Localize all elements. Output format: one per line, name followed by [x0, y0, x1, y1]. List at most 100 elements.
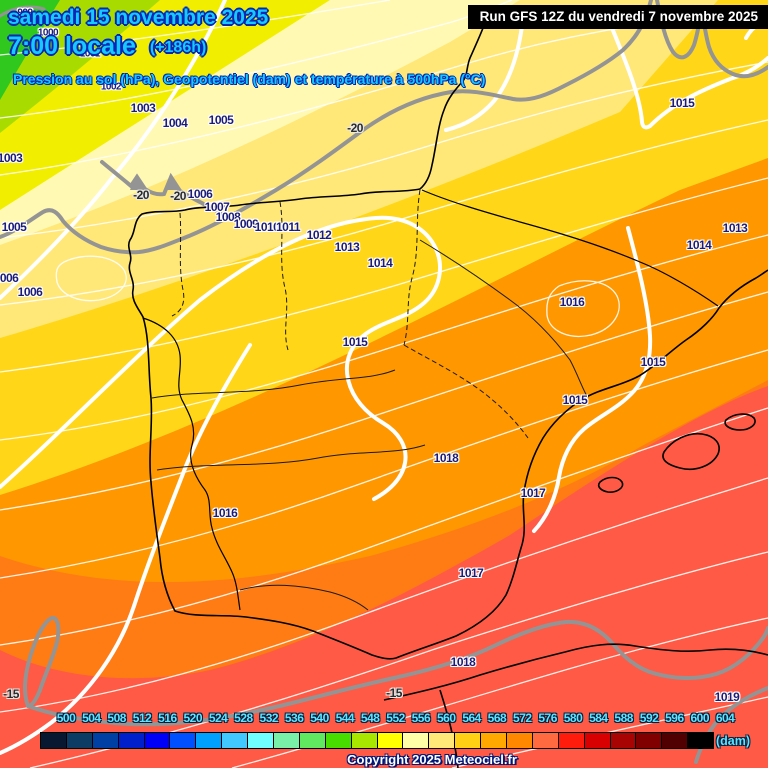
colorbar-scale-value: 536 — [284, 711, 304, 725]
colorbar-scale-value: 600 — [690, 711, 710, 725]
colorbar-scale-value: 568 — [487, 711, 507, 725]
geopotential-colorbar — [40, 732, 714, 749]
pressure-label: 1000 — [37, 27, 59, 39]
colorbar-cell — [481, 733, 508, 748]
colorbar-scale-value: 584 — [589, 711, 608, 725]
colorbar-scale-value: 572 — [513, 711, 532, 725]
colorbar-scale-value: 560 — [436, 711, 456, 725]
colorbar-cell — [688, 733, 714, 748]
colorbar-scale-value: 564 — [462, 711, 481, 725]
pressure-label: 1019 — [714, 690, 740, 704]
pressure-label: 1017 — [458, 566, 484, 580]
colorbar-scale-value: 524 — [208, 711, 228, 725]
pressure-label: 1003 — [130, 101, 156, 115]
pressure-label: 1016 — [212, 506, 238, 520]
temperature-label: -20 — [170, 189, 186, 203]
colorbar-cell — [636, 733, 663, 748]
temperature-label: -20 — [347, 121, 363, 135]
copyright-text: Copyright 2025 Meteociel.fr — [347, 752, 517, 767]
region-borders — [171, 189, 529, 439]
colorbar-cell — [351, 733, 378, 748]
colorbar-scale-value: 512 — [132, 711, 152, 725]
colorbar-cell — [41, 733, 67, 748]
colorbar-cell — [325, 733, 352, 748]
colorbar-scale-value: 520 — [183, 711, 203, 725]
pressure-label: 1011 — [275, 220, 301, 234]
temperature-label: -15 — [3, 687, 19, 701]
colorbar-cell — [248, 733, 275, 748]
pressure-label: 1001 — [79, 48, 101, 60]
pressure-label: 1007 — [204, 200, 230, 214]
pressure-label: 999 — [17, 7, 33, 19]
colorbar-cell — [299, 733, 326, 748]
rivers — [151, 239, 589, 611]
forecast-offset-badge: (+186h) — [149, 39, 207, 56]
colorbar-scale-value: 540 — [310, 711, 329, 725]
colorbar-scale-value: 548 — [360, 711, 380, 725]
colorbar-cell — [92, 733, 119, 748]
pressure-label: 1012 — [306, 228, 332, 242]
map-header: samedi 15 novembre 2025 7:00 locale (+186… — [8, 6, 268, 61]
coastlines — [127, 7, 768, 768]
pressure-label: 1015 — [640, 355, 666, 369]
pressure-label: 1008 — [215, 210, 241, 224]
colorbar-scale-value: 516 — [158, 711, 177, 725]
temperature-label: -20 — [133, 188, 149, 202]
temperature-label: -15 — [386, 686, 402, 700]
run-info-banner: Run GFS 12Z du vendredi 7 novembre 2025 — [467, 5, 768, 29]
pressure-label: 1006 — [187, 187, 213, 201]
colorbar-cell — [118, 733, 145, 748]
pressure-label: 1005 — [1, 220, 27, 234]
pressure-label: 1015 — [669, 96, 695, 110]
colorbar-scale-value: 528 — [234, 711, 253, 725]
colorbar-cell — [429, 733, 456, 748]
pressure-label: 1002 — [100, 81, 122, 93]
colorbar-scale-value: 552 — [386, 711, 405, 725]
pressure-label: 1013 — [334, 240, 360, 254]
colorbar-cell — [274, 733, 300, 748]
pressure-label: 1005 — [208, 113, 234, 127]
colorbar-scale-value: 580 — [563, 711, 583, 725]
colorbar-cell — [532, 733, 559, 748]
colorbar-cell — [558, 733, 585, 748]
colorbar-cell — [610, 733, 637, 748]
colorbar-cell — [662, 733, 689, 748]
valid-time: 7:00 locale (+186h) — [8, 32, 207, 60]
pressure-label: 1014 — [367, 256, 393, 270]
colorbar-scale-value: 604 — [715, 711, 735, 725]
valid-date: samedi 15 novembre 2025 — [8, 6, 269, 29]
colorbar-scale-value: 500 — [56, 711, 76, 725]
colorbar-cell — [507, 733, 533, 748]
colorbar-scale-value: 508 — [107, 711, 126, 725]
colorbar-cell — [222, 733, 249, 748]
pressure-label: 1004 — [162, 116, 188, 130]
colorbar-cell — [144, 733, 171, 748]
colorbar-scale-value: 576 — [538, 711, 557, 725]
colorbar-cell — [377, 733, 404, 748]
colorbar-scale-value: 532 — [259, 711, 279, 725]
colorbar-scale-value: 588 — [614, 711, 633, 725]
colorbar-cell — [455, 733, 482, 748]
pressure-label: 1018 — [433, 451, 459, 465]
colorbar-scale-value: 504 — [82, 711, 101, 725]
pressure-label: 1015 — [562, 393, 588, 407]
pressure-label: 1017 — [520, 486, 546, 500]
colorbar-cell — [403, 733, 430, 748]
pressure-label: 1013 — [722, 221, 748, 235]
colorbar-cell — [66, 733, 93, 748]
colorbar-scale-value: 556 — [411, 711, 431, 725]
pressure-label: 1006 — [0, 271, 19, 285]
colorbar-cell — [170, 733, 197, 748]
colorbar-scale-value: 596 — [665, 711, 684, 725]
pressure-label: 1014 — [686, 238, 712, 252]
colorbar-scale-value: 544 — [335, 711, 355, 725]
pressure-label: 1018 — [450, 655, 476, 669]
pressure-label: 1003 — [0, 151, 23, 165]
pressure-label: 1010 — [254, 220, 280, 234]
